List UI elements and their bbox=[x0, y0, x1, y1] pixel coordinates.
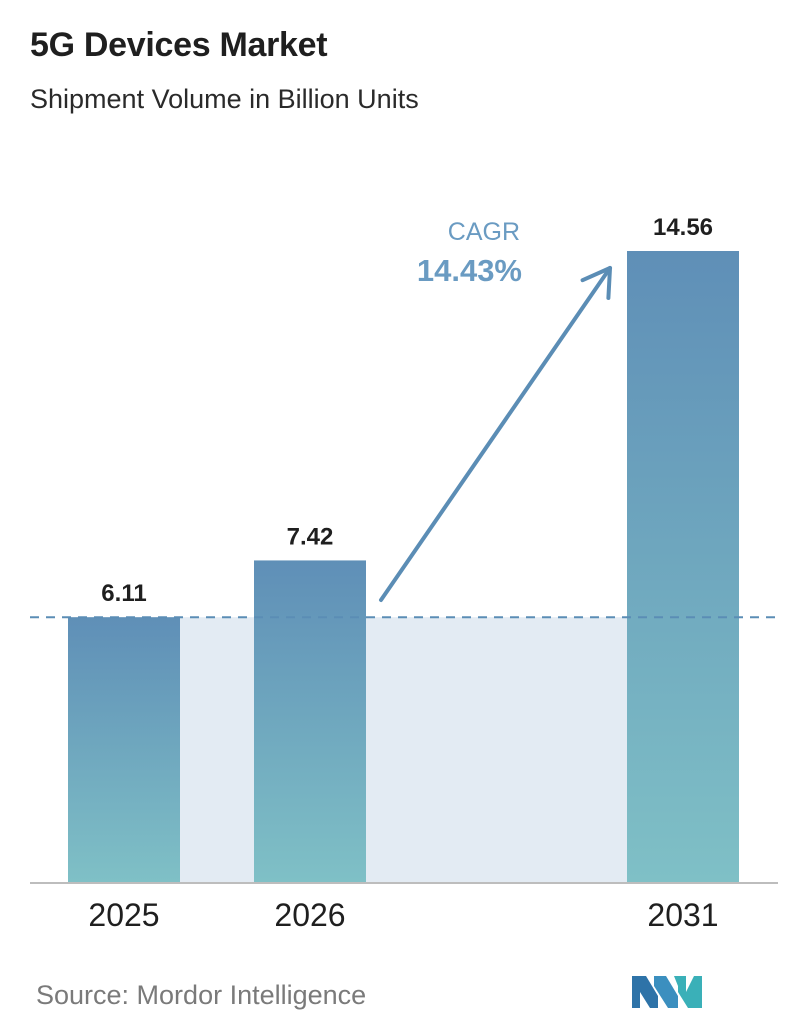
chart-subtitle: Shipment Volume in Billion Units bbox=[30, 84, 419, 114]
chart-title: 5G Devices Market bbox=[30, 26, 328, 64]
value-label-2025: 6.11 bbox=[101, 580, 146, 607]
mordor-intelligence-logo-icon bbox=[632, 976, 702, 1008]
value-label-2031: 14.56 bbox=[653, 214, 713, 241]
cagr-label: CAGR bbox=[448, 218, 520, 246]
x-tick-2026: 2026 bbox=[274, 897, 345, 933]
value-label-layer: 6.11 7.42 14.56 bbox=[101, 214, 713, 607]
x-tick-2031: 2031 bbox=[647, 897, 718, 933]
value-label-2026: 7.42 bbox=[287, 523, 334, 550]
bar-2031 bbox=[627, 251, 739, 882]
cagr-arrowhead-stroke bbox=[580, 266, 612, 283]
cagr-arrow-line bbox=[379, 266, 612, 602]
bar-2026 bbox=[254, 560, 366, 882]
cagr-value: 14.43% bbox=[417, 253, 522, 288]
x-tick-layer: 2025 2026 2031 bbox=[88, 897, 718, 933]
bar-layer bbox=[68, 251, 739, 882]
cagr-arrow-layer: CAGR 14.43% bbox=[379, 218, 612, 602]
cagr-arrowhead-stroke bbox=[606, 266, 612, 300]
bar-2025 bbox=[68, 617, 180, 882]
source-note: Source: Mordor Intelligence bbox=[36, 980, 367, 1010]
x-tick-2025: 2025 bbox=[88, 897, 159, 933]
